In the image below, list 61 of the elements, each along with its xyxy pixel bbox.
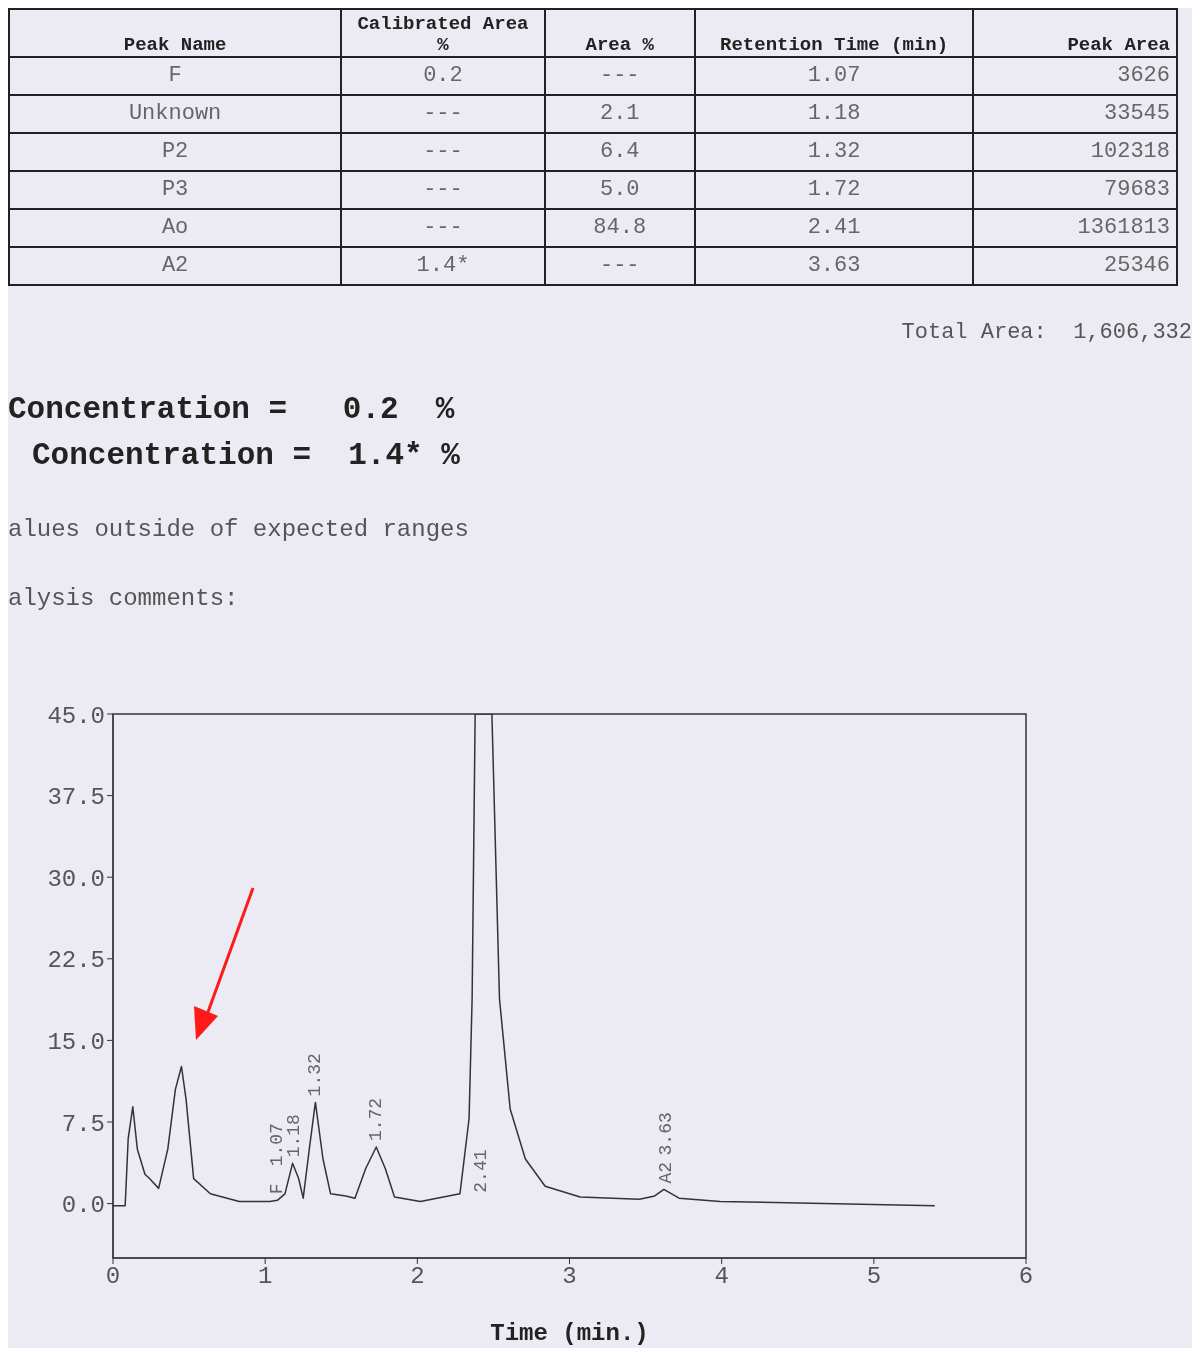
- text: Unknown: [128, 100, 222, 126]
- text: 5.0: [599, 176, 640, 202]
- y-tick-label: 37.5: [47, 784, 105, 812]
- text: 1.4*: [416, 252, 470, 278]
- text: 102318: [1090, 138, 1170, 164]
- text: 33545: [1103, 100, 1170, 126]
- text: alues outside of expected ranges: [8, 516, 469, 543]
- text: ---: [423, 100, 463, 126]
- text: 2.1: [599, 100, 640, 126]
- annotation: 1.72: [365, 1097, 386, 1142]
- text: Retention Time (min): [720, 34, 949, 57]
- text: F: [168, 62, 182, 88]
- text: 1.32: [807, 138, 861, 164]
- text: 1.07: [807, 62, 861, 88]
- text: A2: [161, 252, 189, 278]
- text: 1361813: [1077, 214, 1170, 240]
- text: Total Area: 1,606,332: [901, 320, 1192, 345]
- text: 3626: [1117, 62, 1170, 88]
- text: Concentration = 0.2 %: [8, 392, 455, 427]
- text: ---: [423, 214, 463, 240]
- y-tick-label: 0.0: [61, 1192, 105, 1220]
- text: 1.72: [807, 176, 861, 202]
- text: P3: [161, 176, 189, 202]
- annotation: F: [266, 1183, 287, 1195]
- text: 25346: [1103, 252, 1170, 278]
- x-tick-label: 5: [866, 1263, 882, 1291]
- annotation: 1.32: [304, 1053, 325, 1097]
- y-tick-label: 45.0: [47, 702, 105, 730]
- x-tick-label: 6: [1018, 1263, 1034, 1291]
- text: ---: [599, 62, 640, 88]
- annotation: 2.41: [470, 1149, 491, 1193]
- text: Area %: [585, 34, 654, 57]
- text: 6.4: [599, 138, 640, 164]
- y-tick-label: 7.5: [61, 1110, 105, 1138]
- x-axis-title: Time (min.): [490, 1320, 649, 1347]
- x-tick-label: 4: [714, 1263, 729, 1291]
- text: 2.41: [807, 214, 861, 240]
- text: 3.63: [807, 252, 861, 278]
- text: 0.2: [423, 62, 463, 88]
- annotation: 3.63: [656, 1112, 677, 1156]
- text: ---: [423, 138, 463, 164]
- text: ---: [423, 176, 463, 202]
- y-tick-label: 15.0: [47, 1028, 105, 1056]
- x-tick-label: 2: [410, 1263, 425, 1291]
- text: 79683: [1103, 176, 1170, 202]
- text: Calibrated Area %: [357, 13, 529, 57]
- x-tick-label: 3: [562, 1263, 577, 1291]
- text: Concentration = 1.4* %: [32, 438, 460, 473]
- y-tick-label: 30.0: [47, 865, 105, 893]
- annotation: A2: [656, 1161, 677, 1184]
- text: Peak Name: [123, 34, 227, 57]
- text: Ao: [161, 214, 189, 240]
- text: alysis comments:: [8, 585, 239, 612]
- text: 1.18: [807, 100, 861, 126]
- y-tick-label: 22.5: [47, 947, 105, 975]
- text: 84.8: [593, 214, 647, 240]
- x-tick-label: 1: [257, 1263, 273, 1291]
- text: Peak Area: [1067, 34, 1170, 57]
- x-tick-label: 0: [105, 1263, 121, 1291]
- text: P2: [161, 138, 189, 164]
- text: ---: [599, 252, 640, 278]
